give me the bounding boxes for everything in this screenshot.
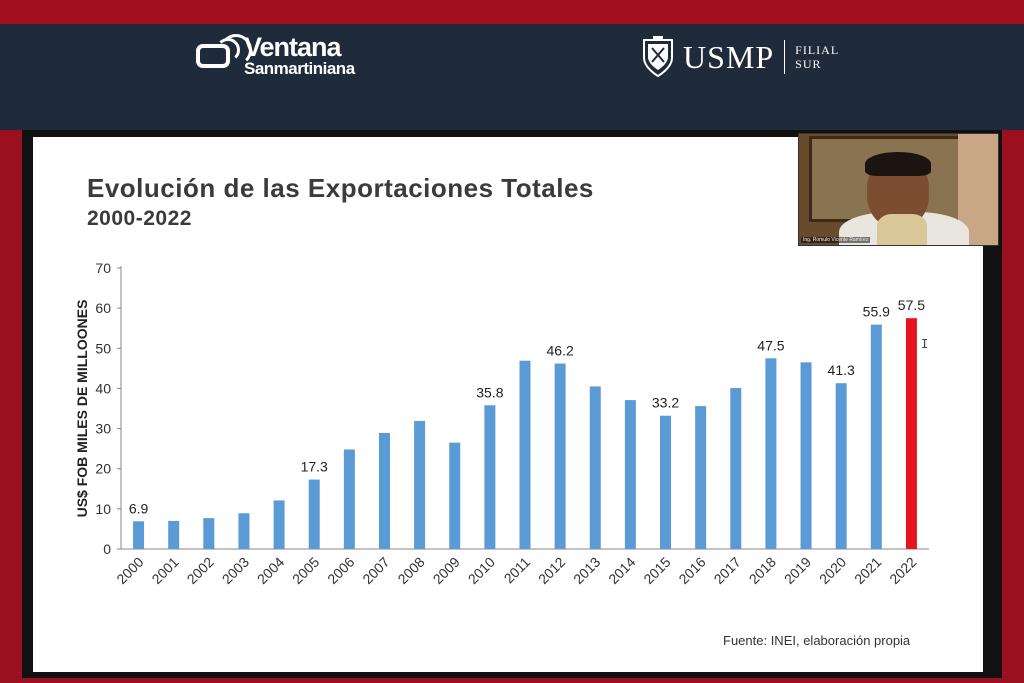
- x-tick-label-2003: 2003: [219, 554, 252, 587]
- x-tick-label-2013: 2013: [570, 554, 603, 587]
- x-tick-label-2008: 2008: [394, 554, 427, 587]
- x-tick-label-2004: 2004: [254, 554, 287, 587]
- bar-2009: [449, 442, 461, 549]
- top-border: [0, 0, 1024, 24]
- bar-2022: [905, 318, 917, 549]
- data-label-2020: 41.3: [828, 362, 855, 378]
- brand-subname: Sanmartiniana: [244, 58, 355, 78]
- bar-2002: [203, 518, 215, 549]
- filial-location: SUR: [795, 57, 822, 71]
- bar-chart: 0 10 20 30 40 50 60 70 US$ FOB MILES DE MILLOONE…: [74, 260, 929, 587]
- data-label-2018: 47.5: [757, 337, 784, 353]
- x-tick-label-2012: 2012: [535, 554, 568, 587]
- y-tick-label: 0: [103, 541, 111, 557]
- data-label-2015: 33.2: [652, 395, 679, 411]
- bar-2014: [624, 400, 636, 549]
- y-tick-label: 20: [95, 461, 111, 477]
- x-tick-label-2001: 2001: [148, 554, 181, 587]
- data-label-2022: 57.5: [898, 297, 925, 313]
- x-tick-label-2015: 2015: [640, 554, 673, 587]
- ventana-logo: Ventana Sanmartiniana: [194, 30, 355, 80]
- x-tick-label-2021: 2021: [851, 554, 884, 587]
- shield-icon: [643, 36, 673, 78]
- y-tick-label: 60: [95, 300, 111, 316]
- x-tick-label-2006: 2006: [324, 554, 357, 587]
- header-bar: [0, 24, 1024, 130]
- data-label-2010: 35.8: [476, 384, 503, 400]
- x-tick-label-2017: 2017: [711, 554, 744, 587]
- bar-2020: [835, 383, 847, 549]
- bar-2017: [730, 388, 742, 549]
- text-cursor-icon: I: [921, 337, 929, 351]
- x-tick-label-2019: 2019: [781, 554, 814, 587]
- data-label-2000: 6.9: [129, 500, 149, 516]
- data-label-2021: 55.9: [863, 304, 890, 320]
- bar-2007: [378, 432, 390, 549]
- x-tick-label-2016: 2016: [675, 554, 708, 587]
- bar-2008: [414, 420, 426, 549]
- bar-2016: [695, 406, 707, 549]
- x-tick-label-2020: 2020: [816, 554, 849, 587]
- bar-2004: [273, 500, 285, 549]
- bar-2001: [168, 520, 180, 549]
- y-tick-label: 40: [95, 380, 111, 396]
- y-tick-label: 10: [95, 501, 111, 517]
- x-tick-label-2014: 2014: [605, 554, 638, 587]
- x-tick-label-2010: 2010: [465, 554, 498, 587]
- y-axis-label: US$ FOB MILES DE MILLOONES: [74, 300, 90, 518]
- bar-2021: [870, 324, 882, 549]
- x-tick-label-2002: 2002: [184, 554, 217, 587]
- chart-title: Evolución de las Exportaciones Totales: [87, 173, 594, 203]
- bar-2015: [660, 415, 672, 549]
- usmp-logo: USMP FILIAL SUR: [641, 32, 839, 82]
- bar-2013: [589, 386, 601, 549]
- bar-2012: [554, 363, 566, 549]
- x-tick-label-2011: 2011: [501, 554, 534, 587]
- tv-icon: [194, 34, 252, 72]
- bar-2006: [343, 449, 355, 549]
- x-tick-label-2018: 2018: [746, 554, 779, 587]
- data-label-2005: 17.3: [301, 459, 328, 475]
- bar-2000: [133, 521, 145, 549]
- bar-2010: [484, 405, 496, 549]
- y-tick-label: 50: [95, 340, 111, 356]
- x-tick-label-2009: 2009: [430, 554, 463, 587]
- bar-2005: [308, 479, 320, 549]
- webcam-video[interactable]: Ing. Romulo Vicente Ramírez: [798, 133, 999, 246]
- brand-name: Ventana: [244, 31, 342, 62]
- university-name: USMP: [683, 38, 775, 75]
- chart-subtitle: 2000-2022: [87, 207, 192, 230]
- bar-2018: [765, 358, 777, 549]
- x-tick-label-2000: 2000: [113, 554, 146, 587]
- x-tick-label-2022: 2022: [886, 554, 919, 587]
- data-label-2012: 46.2: [547, 343, 574, 359]
- bar-2019: [800, 362, 812, 549]
- y-tick-label: 30: [95, 421, 111, 437]
- chart-source: Fuente: INEI, elaboración propia: [723, 633, 911, 648]
- bar-2003: [238, 513, 250, 549]
- x-tick-label-2007: 2007: [359, 554, 392, 587]
- bar-2011: [519, 360, 531, 549]
- speaker-caption: Ing. Romulo Vicente Ramírez: [801, 237, 871, 243]
- y-tick-label: 70: [95, 260, 111, 276]
- x-tick-label-2005: 2005: [289, 554, 322, 587]
- filial-label: FILIAL: [795, 43, 840, 57]
